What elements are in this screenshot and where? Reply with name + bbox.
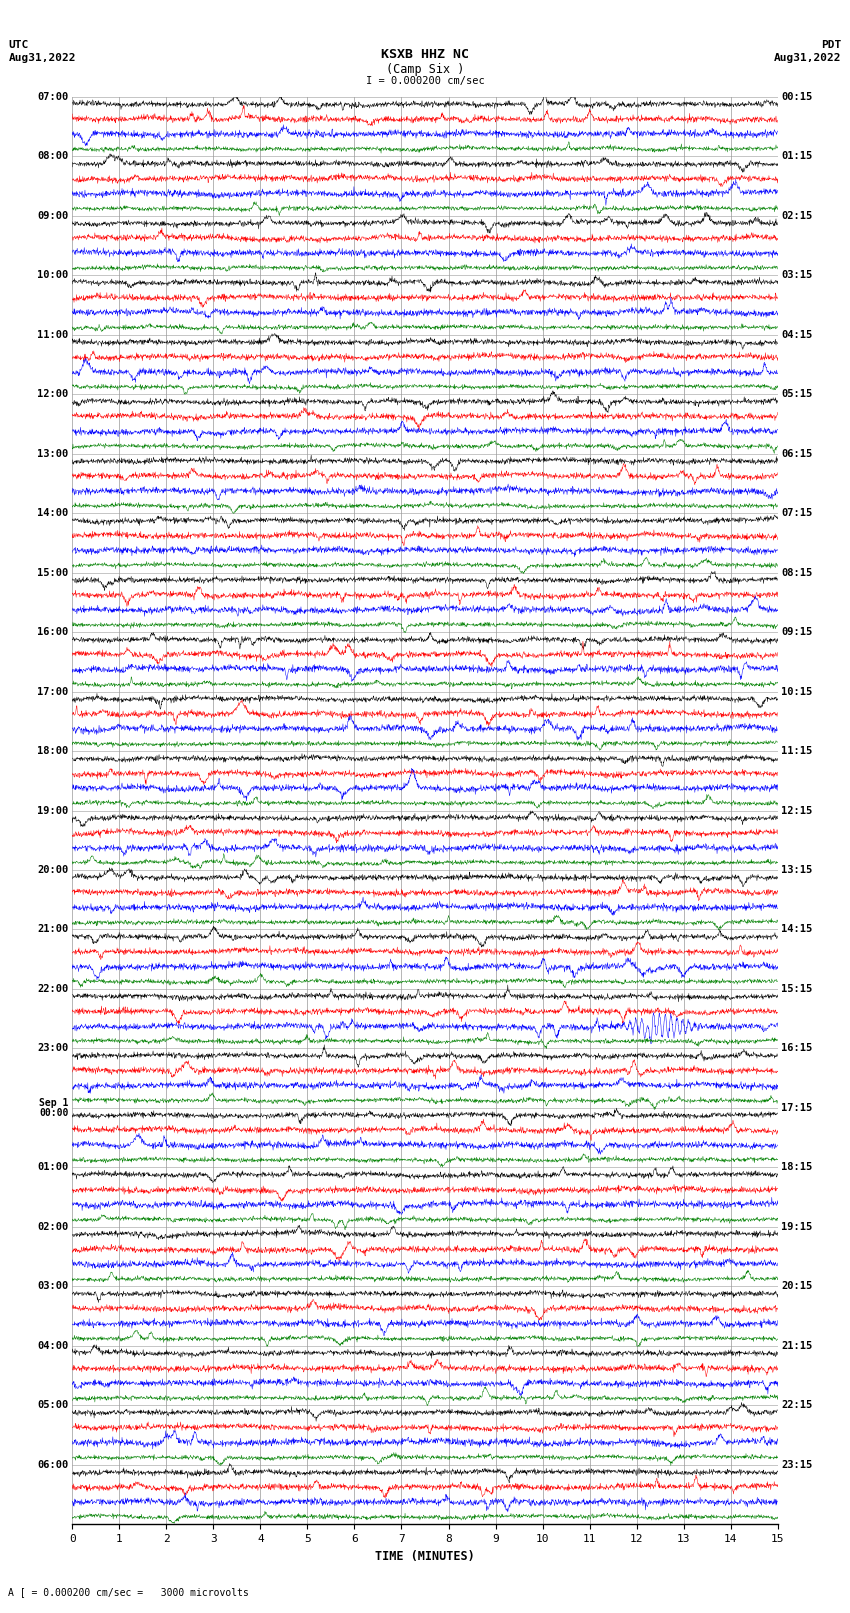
Text: KSXB HHZ NC: KSXB HHZ NC (381, 48, 469, 61)
Text: 01:15: 01:15 (781, 152, 813, 161)
Text: 07:15: 07:15 (781, 508, 813, 518)
Text: 23:15: 23:15 (781, 1460, 813, 1469)
Text: 21:00: 21:00 (37, 924, 69, 934)
Text: 07:00: 07:00 (37, 92, 69, 102)
Text: 11:00: 11:00 (37, 329, 69, 340)
Text: 09:15: 09:15 (781, 627, 813, 637)
Text: 00:15: 00:15 (781, 92, 813, 102)
Text: 22:00: 22:00 (37, 984, 69, 994)
Text: 06:00: 06:00 (37, 1460, 69, 1469)
X-axis label: TIME (MINUTES): TIME (MINUTES) (375, 1550, 475, 1563)
Text: 02:00: 02:00 (37, 1223, 69, 1232)
Text: 16:00: 16:00 (37, 627, 69, 637)
Text: 12:00: 12:00 (37, 389, 69, 398)
Text: A [ = 0.000200 cm/sec =   3000 microvolts: A [ = 0.000200 cm/sec = 3000 microvolts (8, 1587, 249, 1597)
Text: 08:00: 08:00 (37, 152, 69, 161)
Text: 23:00: 23:00 (37, 1044, 69, 1053)
Text: 00:00: 00:00 (39, 1108, 69, 1118)
Text: 15:15: 15:15 (781, 984, 813, 994)
Text: 06:15: 06:15 (781, 448, 813, 458)
Text: 22:15: 22:15 (781, 1400, 813, 1410)
Text: Aug31,2022: Aug31,2022 (774, 53, 842, 63)
Text: 11:15: 11:15 (781, 747, 813, 756)
Text: 17:00: 17:00 (37, 687, 69, 697)
Text: 05:00: 05:00 (37, 1400, 69, 1410)
Text: 08:15: 08:15 (781, 568, 813, 577)
Text: 05:15: 05:15 (781, 389, 813, 398)
Text: 09:00: 09:00 (37, 211, 69, 221)
Text: 13:15: 13:15 (781, 865, 813, 874)
Text: 14:15: 14:15 (781, 924, 813, 934)
Text: 16:15: 16:15 (781, 1044, 813, 1053)
Text: 20:15: 20:15 (781, 1281, 813, 1292)
Text: 18:15: 18:15 (781, 1163, 813, 1173)
Text: (Camp Six ): (Camp Six ) (386, 63, 464, 76)
Text: 14:00: 14:00 (37, 508, 69, 518)
Text: 03:15: 03:15 (781, 271, 813, 281)
Text: 12:15: 12:15 (781, 805, 813, 816)
Text: Aug31,2022: Aug31,2022 (8, 53, 76, 63)
Text: PDT: PDT (821, 40, 842, 50)
Text: 01:00: 01:00 (37, 1163, 69, 1173)
Text: 21:15: 21:15 (781, 1340, 813, 1350)
Text: I = 0.000200 cm/sec: I = 0.000200 cm/sec (366, 76, 484, 85)
Text: 20:00: 20:00 (37, 865, 69, 874)
Text: 10:15: 10:15 (781, 687, 813, 697)
Text: 19:15: 19:15 (781, 1223, 813, 1232)
Text: Sep 1: Sep 1 (39, 1098, 69, 1108)
Text: 15:00: 15:00 (37, 568, 69, 577)
Text: 04:00: 04:00 (37, 1340, 69, 1350)
Text: 10:00: 10:00 (37, 271, 69, 281)
Text: 04:15: 04:15 (781, 329, 813, 340)
Text: 02:15: 02:15 (781, 211, 813, 221)
Text: 17:15: 17:15 (781, 1103, 813, 1113)
Text: UTC: UTC (8, 40, 29, 50)
Text: 19:00: 19:00 (37, 805, 69, 816)
Text: 13:00: 13:00 (37, 448, 69, 458)
Text: 18:00: 18:00 (37, 747, 69, 756)
Text: 03:00: 03:00 (37, 1281, 69, 1292)
